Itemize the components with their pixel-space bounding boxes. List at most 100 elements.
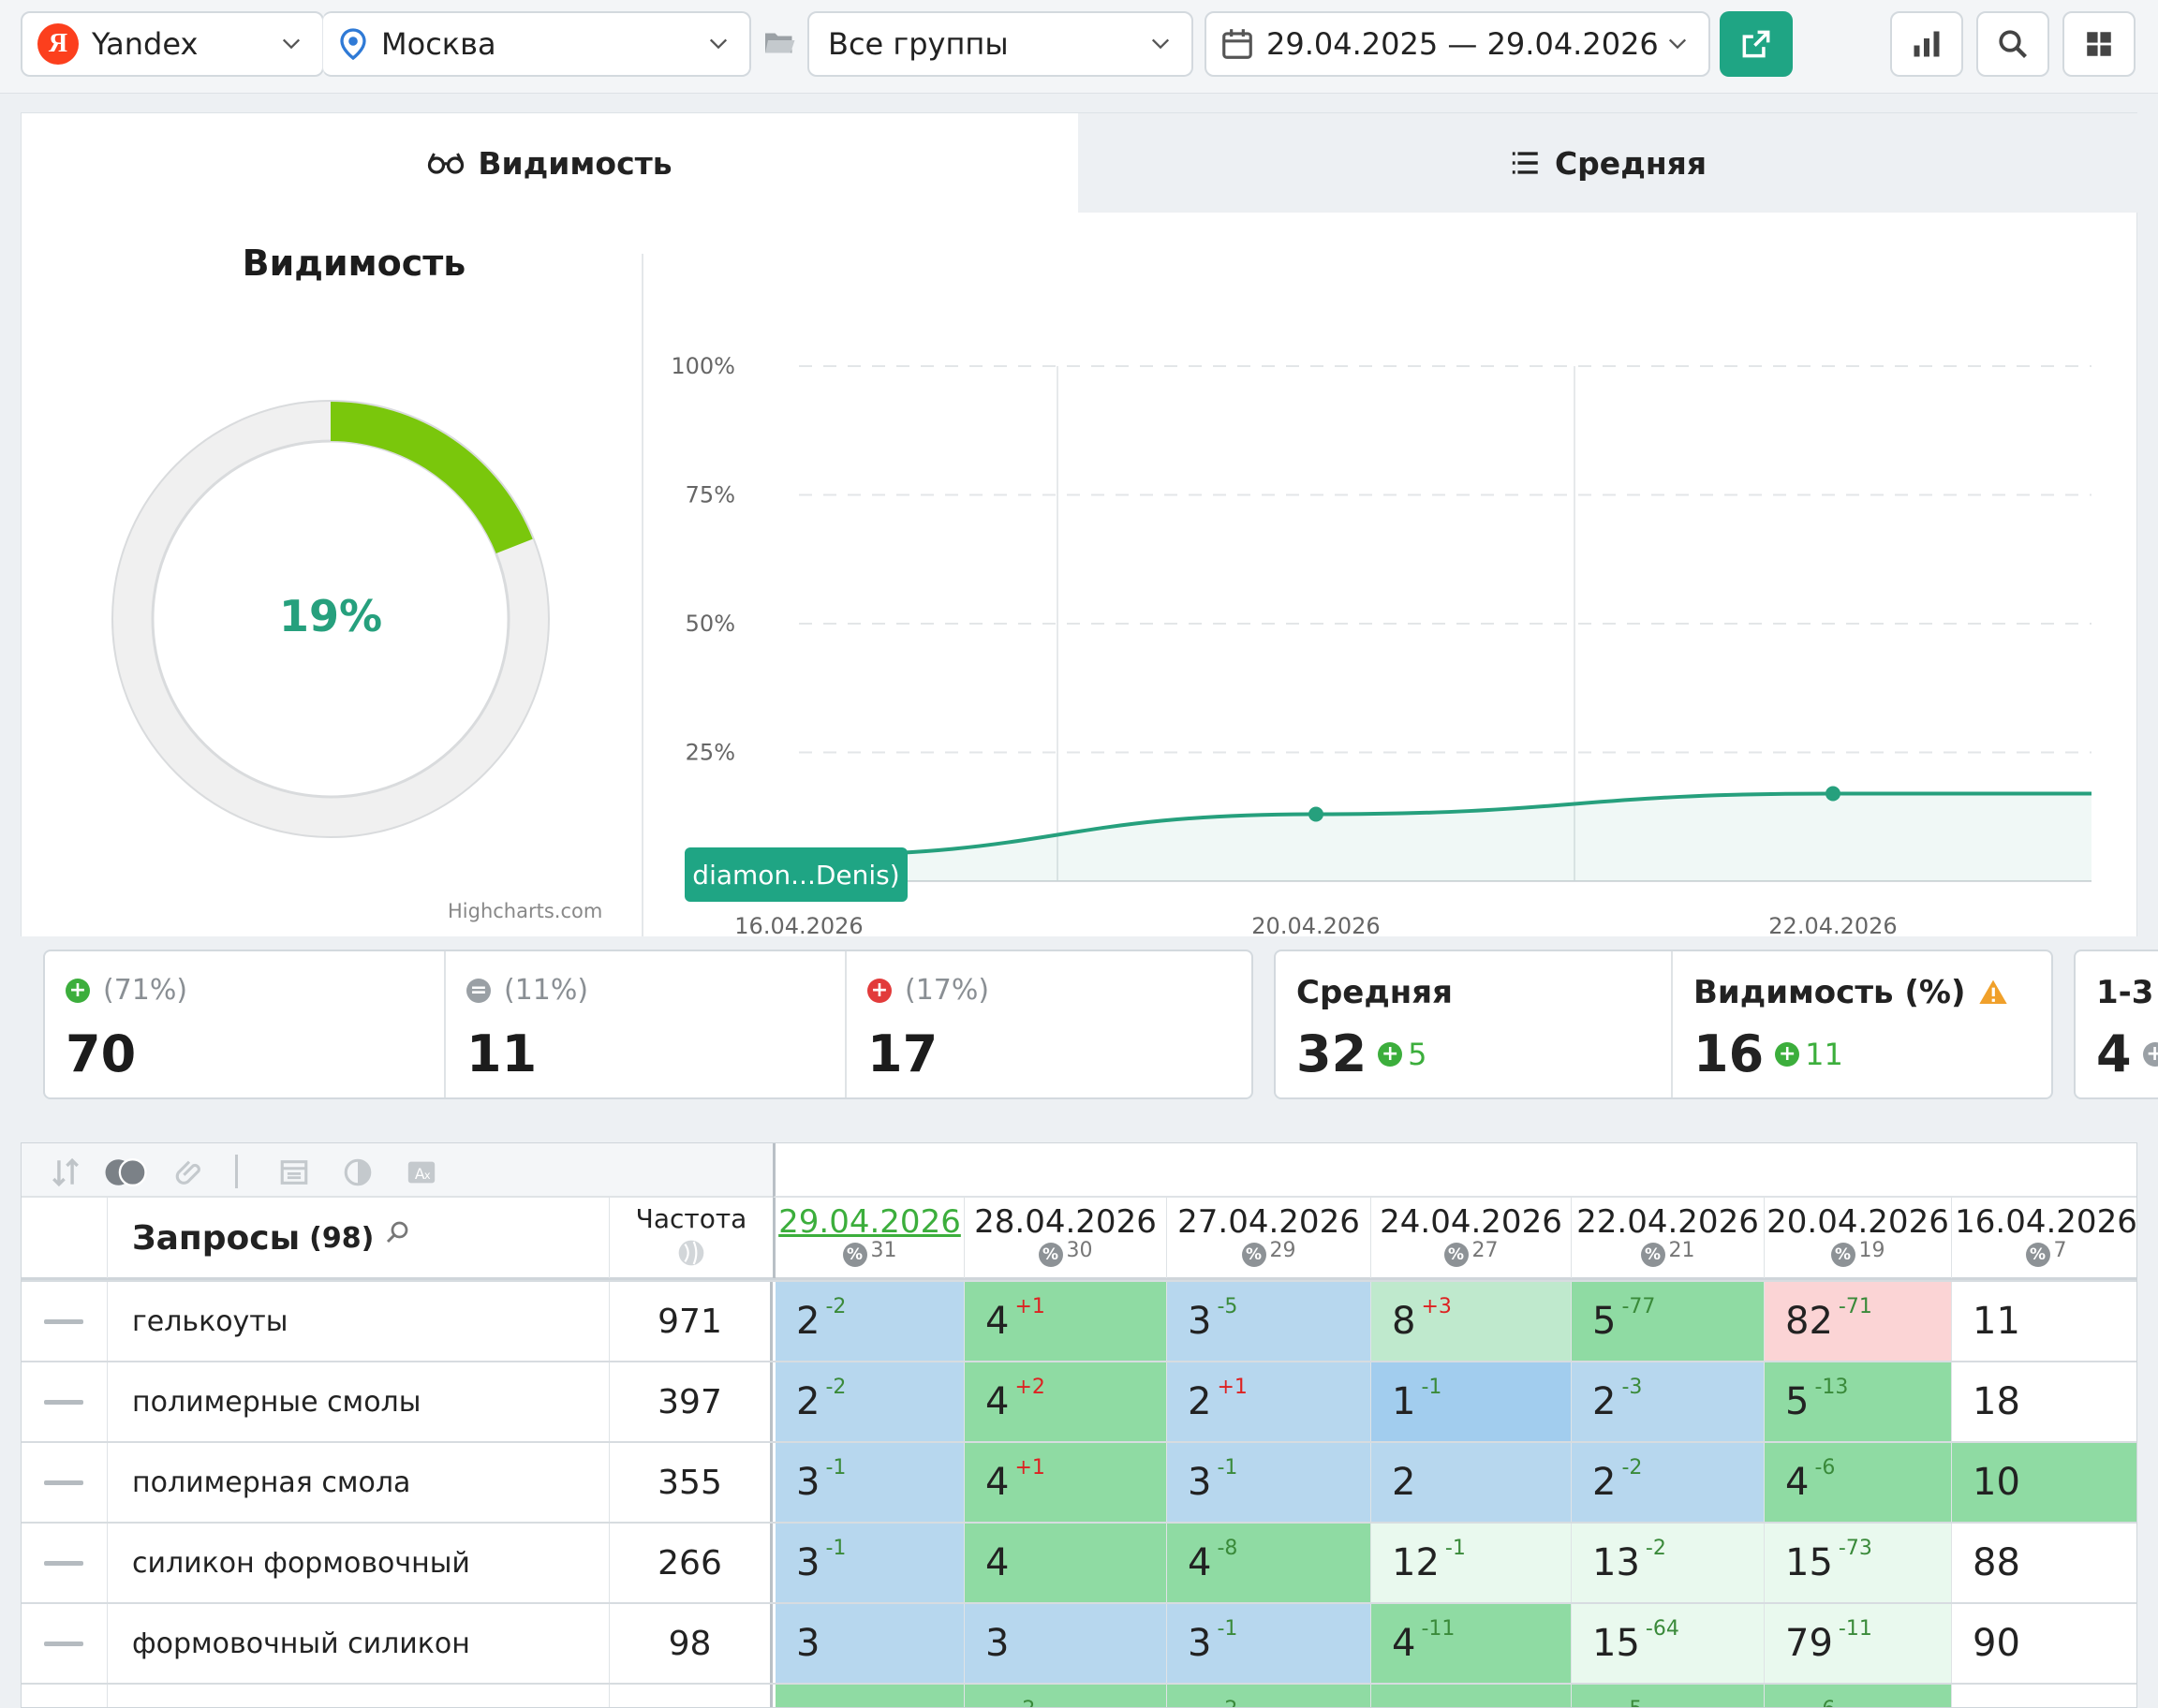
chart-view-button[interactable] [1890, 11, 1963, 77]
search-button[interactable] [1976, 11, 2049, 77]
header-frequency[interactable]: Частота [610, 1198, 773, 1278]
search-engine-select[interactable]: Я Yandex [21, 11, 324, 77]
position-cell[interactable]: 8 +3 [1371, 1282, 1572, 1361]
table-row[interactable]: полиэфирная смола купить 4 4 -2 6 -2 4 4 -5 9 -6 12 [22, 1683, 2136, 1707]
percent-icon: % [1038, 1243, 1063, 1267]
position-cell[interactable]: 2 [1371, 1443, 1572, 1522]
position-cell[interactable]: 6 -2 [1167, 1685, 1371, 1707]
plus-icon: + [1378, 1041, 1403, 1067]
chart-legend-button[interactable]: diamon...Denis) [685, 847, 908, 902]
position-cell[interactable]: 3 -5 [1167, 1282, 1371, 1361]
stat-declined[interactable]: + (17%) 17 [847, 951, 1251, 1097]
position-cell[interactable]: 2 -2 [776, 1362, 965, 1441]
position-cell[interactable]: 3 -1 [1167, 1443, 1371, 1522]
metric-top3-card[interactable]: 1-3 4 + [2074, 950, 2158, 1099]
table-row[interactable]: силикон формовочный 266 3 -1 4 4 -8 12 -1 13 -2 15-… [22, 1522, 2136, 1602]
position-cell[interactable]: 4 -11 [1371, 1604, 1572, 1683]
date-column-header[interactable]: 28.04.2026% 30 [965, 1198, 1167, 1278]
paperclip-icon[interactable] [171, 1156, 207, 1188]
position-cell[interactable]: 3 -1 [776, 1443, 965, 1522]
date-column-header[interactable]: 24.04.2026% 27 [1371, 1198, 1572, 1278]
row-select-cell[interactable] [22, 1524, 108, 1602]
position-cell[interactable]: 3 [965, 1604, 1167, 1683]
position-cell[interactable]: 10 [1952, 1443, 2136, 1522]
position-cell[interactable]: 5 -77 [1572, 1282, 1765, 1361]
position-cell[interactable]: 3 -1 [1167, 1604, 1371, 1683]
position-cell[interactable]: 4 -6 [1765, 1443, 1952, 1522]
toggle-icon[interactable] [104, 1156, 147, 1188]
table-row[interactable]: полимерные смолы 397 2 -2 4 +2 2 +1 1 -1 2 -3 5 -13 18 [22, 1361, 2136, 1441]
position-cell[interactable]: 90 [1952, 1604, 2136, 1683]
position-cell[interactable]: 11 [1952, 1282, 2136, 1361]
position-cell[interactable]: 4 -2 [965, 1685, 1167, 1707]
stat-unchanged[interactable]: = (11%) 11 [446, 951, 847, 1097]
date-column-header[interactable]: 20.04.2026% 19 [1765, 1198, 1952, 1278]
export-button[interactable] [1720, 11, 1793, 77]
group-select[interactable]: Все группы [807, 11, 1193, 77]
position-cell[interactable]: 2 -2 [1572, 1443, 1765, 1522]
position-cell[interactable]: 4 +2 [965, 1362, 1167, 1441]
date-column-header[interactable]: 29.04.2026% 31 [776, 1198, 965, 1278]
position-cell[interactable]: 2 -3 [1572, 1362, 1765, 1441]
position-delta: -1 [1444, 1537, 1466, 1560]
date-column-header[interactable]: 16.04.2026% 7 [1952, 1198, 2136, 1278]
position-cell[interactable]: 4 -5 [1572, 1685, 1765, 1707]
query-cell[interactable]: полиэфирная смола купить [108, 1685, 610, 1707]
position-cell[interactable]: 3 -1 [776, 1524, 965, 1602]
position-cell[interactable]: 12 [1952, 1685, 2136, 1707]
position-cell[interactable]: 4 [965, 1524, 1167, 1602]
position-cell[interactable]: 4 +1 [965, 1443, 1167, 1522]
position-cell[interactable]: 9 -6 [1765, 1685, 1952, 1707]
folder-icon[interactable] [761, 26, 798, 60]
position-delta: -11 [1421, 1617, 1456, 1641]
position-cell[interactable]: 2 -2 [776, 1282, 965, 1361]
date-column-header[interactable]: 27.04.2026% 29 [1167, 1198, 1371, 1278]
row-select-cell[interactable] [22, 1443, 108, 1522]
data-point[interactable] [1308, 806, 1323, 822]
query-cell[interactable]: гелькоуты [108, 1282, 610, 1361]
query-cell[interactable]: полимерные смолы [108, 1362, 610, 1441]
position-cell[interactable]: 4 [776, 1685, 965, 1707]
stat-improved[interactable]: + (71%) 70 [45, 951, 446, 1097]
query-cell[interactable]: силикон формовочный [108, 1524, 610, 1602]
row-select-cell[interactable] [22, 1282, 108, 1361]
position-cell[interactable]: 4 -8 [1167, 1524, 1371, 1602]
data-point[interactable] [1825, 786, 1840, 802]
position-cell[interactable]: 3 [776, 1604, 965, 1683]
grid-view-button[interactable] [2062, 11, 2136, 77]
position-cell[interactable]: 1 -1 [1371, 1362, 1572, 1441]
position-cell[interactable]: 82 -71 [1765, 1282, 1952, 1361]
table-row[interactable]: формовочный силикон 98 3 3 3 -1 4 -11 15 -64 79 -11… [22, 1602, 2136, 1683]
date-range-select[interactable]: 29.04.2025 — 29.04.2026 [1205, 11, 1710, 77]
row-select-cell[interactable] [22, 1604, 108, 1683]
header-queries[interactable]: Запросы (98) [108, 1198, 610, 1278]
table-row[interactable]: полимерная смола 355 3 -1 4 +1 3 -1 2 2 -2 4 -6 10 [22, 1441, 2136, 1522]
position-cell[interactable]: 2 +1 [1167, 1362, 1371, 1441]
position-cell[interactable]: 15 -73 [1765, 1524, 1952, 1602]
query-cell[interactable]: полимерная смола [108, 1443, 610, 1522]
position-cell[interactable]: 88 [1952, 1524, 2136, 1602]
position-cell[interactable]: 13 -2 [1572, 1524, 1765, 1602]
position-cell[interactable]: 4 +1 [965, 1282, 1167, 1361]
tab-visibility[interactable]: Видимость [22, 113, 1078, 213]
sort-icon[interactable] [48, 1156, 83, 1188]
metric-visibility[interactable]: Видимость (%) 16 + 11 [1673, 951, 2051, 1097]
position-cell[interactable]: 15 -64 [1572, 1604, 1765, 1683]
row-select-cell[interactable] [22, 1362, 108, 1441]
window-icon[interactable] [276, 1156, 312, 1188]
date-column-header[interactable]: 22.04.2026% 21 [1572, 1198, 1765, 1278]
query-cell[interactable]: формовочный силикон [108, 1604, 610, 1683]
table-row[interactable]: гелькоуты 971 2 -2 4 +1 3 -5 8 +3 5 -77 82 -71 11 [22, 1280, 2136, 1361]
position-cell[interactable]: 4 [1371, 1685, 1572, 1707]
contrast-icon[interactable] [340, 1156, 376, 1188]
region-select[interactable]: Москва [322, 11, 751, 77]
search-icon[interactable] [383, 1218, 411, 1246]
position-cell[interactable]: 12 -1 [1371, 1524, 1572, 1602]
tab-average[interactable]: Средняя [1078, 113, 2138, 213]
metric-average[interactable]: Средняя 32 + 5 [1276, 951, 1673, 1097]
row-select-cell[interactable] [22, 1685, 108, 1707]
position-cell[interactable]: 79 -11 [1765, 1604, 1952, 1683]
position-cell[interactable]: 5 -13 [1765, 1362, 1952, 1441]
position-cell[interactable]: 18 [1952, 1362, 2136, 1441]
